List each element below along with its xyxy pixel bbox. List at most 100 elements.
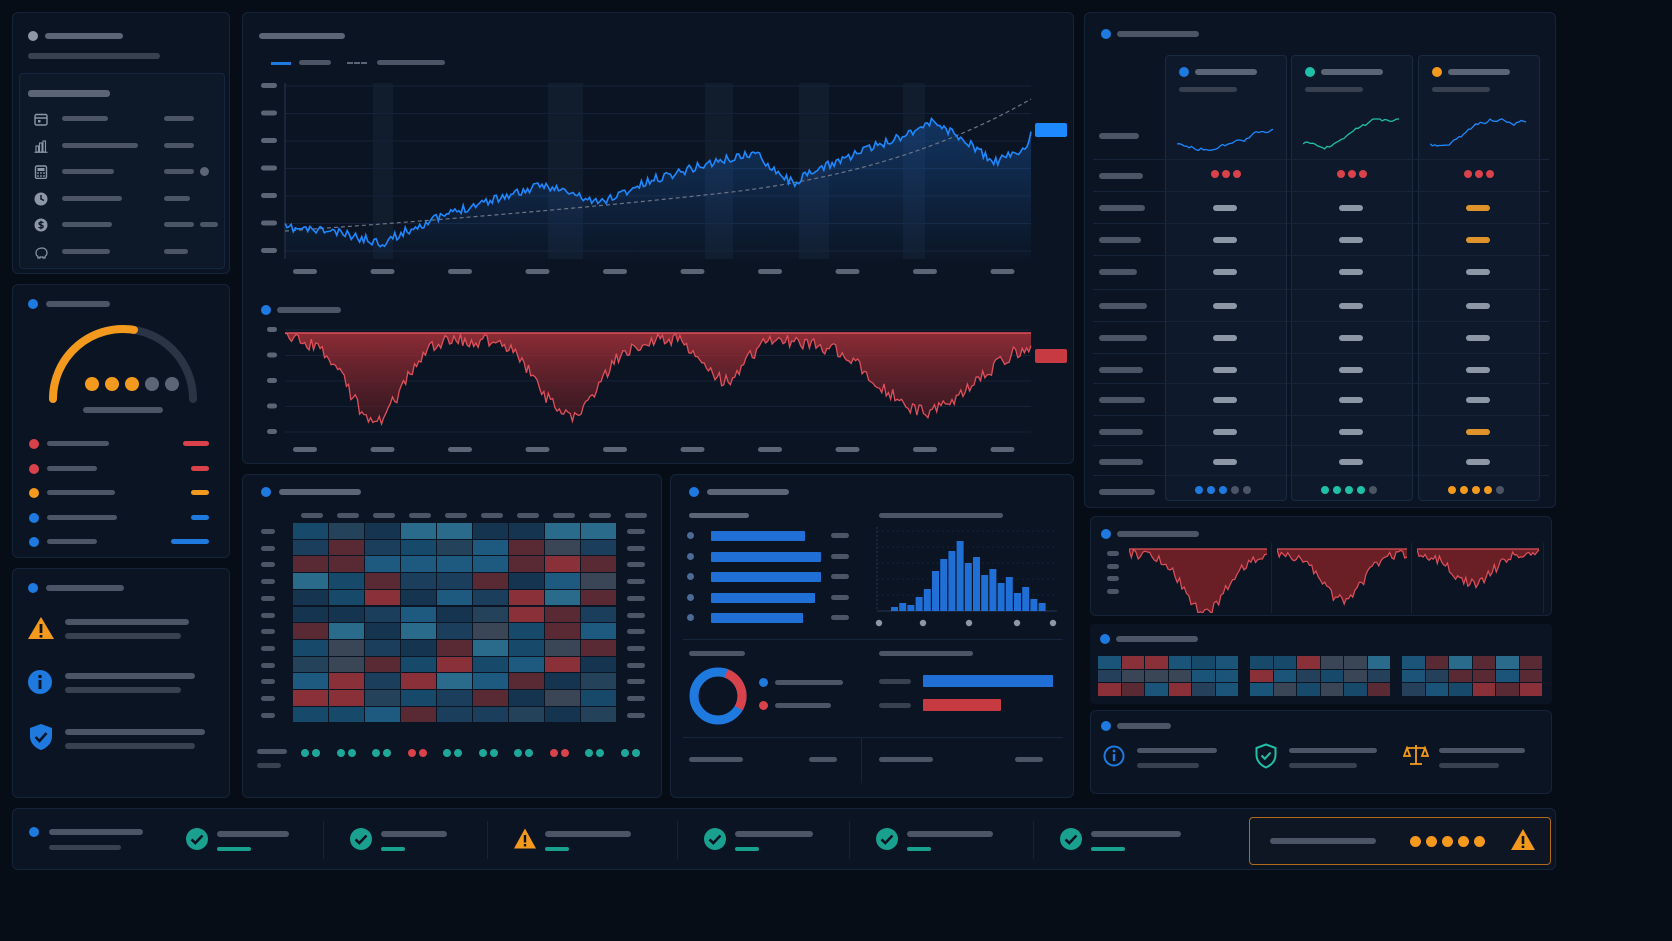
heatmap-cell: [473, 706, 508, 723]
alert-box[interactable]: [1249, 817, 1551, 865]
correlation-cell: [1145, 669, 1168, 682]
summary-label: [689, 757, 743, 762]
legend-dot: [560, 749, 569, 757]
correlation-cell: [1519, 669, 1542, 682]
correlation-cell: [1367, 669, 1390, 682]
gauge-dot: [125, 377, 139, 391]
rating-dot: [1195, 486, 1203, 494]
heatmap-cell: [329, 606, 364, 623]
correlation-cell: [1320, 683, 1343, 696]
heatmap-cell: [365, 539, 400, 556]
alert-dot: [1410, 836, 1421, 847]
rating-dot: [1448, 486, 1456, 494]
footer-title: [49, 829, 143, 835]
heatmap-cell: [329, 639, 364, 656]
check-icon: [704, 828, 726, 850]
allocation-legend-label: [775, 703, 831, 708]
strategy-subtitle: [1305, 87, 1363, 92]
heatmap-cell: [293, 656, 328, 673]
metric-value: [164, 195, 190, 201]
summary-label: [879, 757, 933, 762]
heatmap-cell: [401, 573, 436, 589]
heatmap-cell: [329, 556, 364, 573]
legend-dot: [489, 749, 498, 757]
heatmap-cell: [329, 539, 364, 556]
overview-subtitle: [28, 53, 160, 59]
drawdown-comparison-panel: [1090, 516, 1552, 616]
heatmap-cell: [473, 573, 508, 589]
heatmap-row-label: [261, 612, 275, 618]
metrics-list: [19, 73, 225, 269]
warning-icon: [28, 617, 54, 639]
metric-cell: [1213, 459, 1237, 465]
heatmap-col-label: [301, 513, 323, 518]
info-icon: [28, 670, 52, 694]
metric-cell: [1213, 335, 1237, 341]
status-dot: [29, 463, 39, 474]
warning-icon: [1511, 829, 1535, 850]
row-label: [1099, 429, 1143, 435]
rating-dot: [1231, 486, 1239, 494]
correlation-cell: [1402, 683, 1425, 696]
row-divider: [1093, 383, 1549, 384]
metric-cell: [1339, 367, 1363, 373]
metric-flag-dot: [200, 167, 209, 176]
heatmap-cell: [473, 639, 508, 656]
calendar-icon: [34, 113, 48, 126]
heatmap-cell: [581, 656, 616, 673]
status-label: [47, 441, 109, 446]
alert-dot: [1458, 836, 1469, 847]
rating-dot: [1357, 486, 1365, 494]
check-icon: [186, 828, 208, 850]
metric-cell: [1213, 269, 1237, 275]
correlation-cell: [1145, 656, 1168, 669]
alerts-panel: [12, 568, 230, 798]
legend-dot: [454, 749, 462, 757]
footer-item-status: [381, 847, 405, 851]
rank-bar: [711, 572, 821, 582]
heatmap-cell: [293, 589, 328, 606]
heatmap-cell: [365, 623, 400, 639]
metric-cell: [1466, 429, 1490, 435]
compliance-line: [1289, 763, 1357, 768]
heatmap-cell: [545, 623, 580, 639]
correlation-cell: [1472, 683, 1495, 696]
heatmap-cell: [437, 706, 472, 723]
heatmap-cell: [473, 523, 508, 539]
footer-divider: [487, 821, 488, 859]
legend-dot: [596, 749, 604, 757]
panel-indicator-dot: [689, 487, 699, 497]
gauge-caption: [83, 407, 163, 413]
overview-title: [45, 33, 123, 39]
correlation-cell: [1496, 669, 1519, 682]
rank-dot: [687, 573, 694, 580]
metric-value: [164, 142, 194, 148]
metric-cell: [1466, 397, 1490, 403]
correlation-heatmaps: [1090, 624, 1552, 704]
compliance-line: [1439, 748, 1525, 753]
heatmap-cell: [437, 523, 472, 539]
gauge-dot: [165, 377, 179, 391]
correlation-cell: [1215, 656, 1238, 669]
correlation-cell: [1425, 669, 1448, 682]
heatmap-col-label: [553, 513, 575, 518]
heatmap-row-label: [261, 712, 275, 718]
strategy-sparkline: [1177, 128, 1274, 152]
heatmap-cell: [545, 589, 580, 606]
correlation-cell: [1425, 683, 1448, 696]
row-label: [1099, 459, 1143, 465]
exposure-title: [879, 651, 973, 656]
heatmap-cell: [365, 573, 400, 589]
correlation-cell: [1192, 656, 1215, 669]
heatmap-cell: [545, 523, 580, 539]
correlation-cell: [1215, 683, 1238, 696]
heatmap-row-value: [627, 629, 645, 635]
row-divider: [1093, 289, 1549, 290]
heatmap-cell: [329, 706, 364, 723]
heatmap-row-label: [261, 696, 275, 701]
legend-label: [299, 60, 331, 65]
heatmap-cell: [581, 690, 616, 706]
check-icon: [350, 828, 372, 850]
mini-axis-label: [1107, 576, 1119, 581]
heatmap-cell: [437, 573, 472, 589]
